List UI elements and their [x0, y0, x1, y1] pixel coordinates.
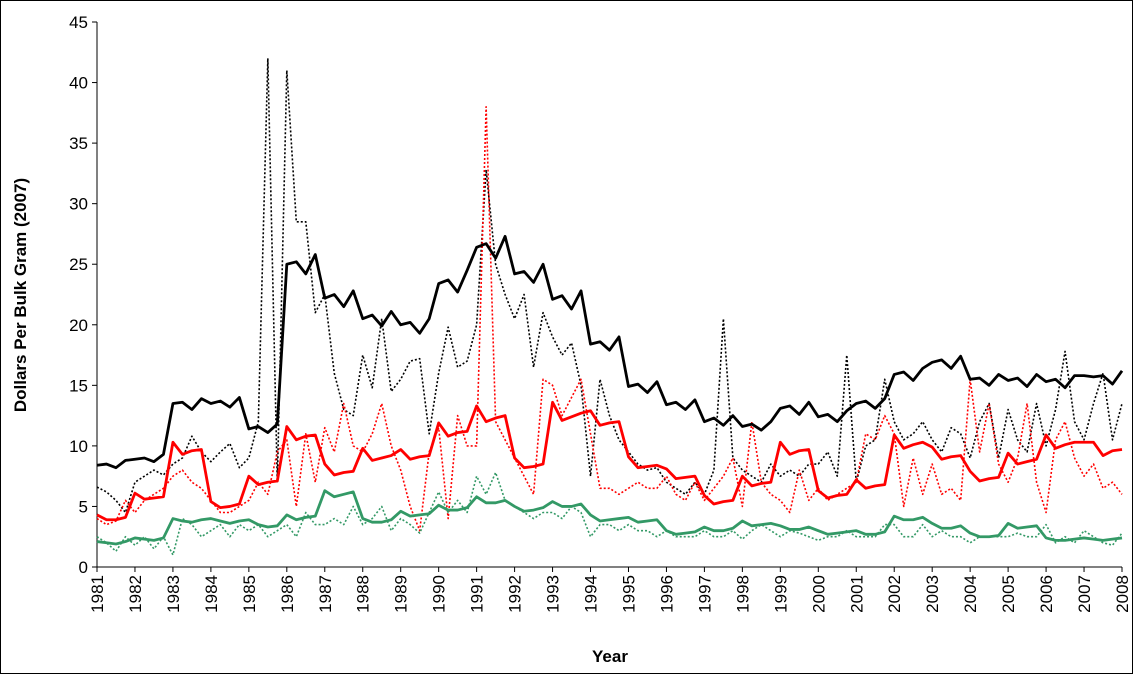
x-tick-label: 2005	[999, 575, 1018, 613]
x-tick-label: 1997	[695, 575, 714, 613]
y-tick-label: 20	[69, 316, 88, 335]
y-tick-label: 40	[69, 74, 88, 93]
y-tick-label: 25	[69, 255, 88, 274]
y-tick-label: 35	[69, 134, 88, 153]
x-tick-label: 1990	[430, 575, 449, 613]
x-tick-label: 1993	[544, 575, 563, 613]
x-tick-label: 1983	[164, 575, 183, 613]
y-tick-label: 0	[79, 558, 88, 577]
series-line	[96, 471, 1123, 556]
x-tick-label: 1984	[202, 575, 221, 613]
x-tick-label: 1998	[733, 575, 752, 613]
x-tick-label: 2007	[1075, 575, 1094, 613]
x-tick-label: 1996	[657, 575, 676, 613]
y-tick-label: 15	[69, 376, 88, 395]
x-tick-label: 1986	[278, 575, 297, 613]
x-tick-label: 1999	[771, 575, 790, 613]
series-line	[96, 489, 1123, 546]
series-line	[96, 57, 1123, 514]
x-tick-label: 2008	[1113, 575, 1132, 613]
x-tick-label: 1995	[619, 575, 638, 613]
y-tick-label: 10	[69, 437, 88, 456]
x-tick-label: 1994	[582, 575, 601, 613]
y-tick-label: 5	[79, 497, 88, 516]
y-tick-label: 30	[69, 195, 88, 214]
x-tick-label: 1989	[392, 575, 411, 613]
series-line	[96, 105, 1123, 532]
series-line	[96, 400, 1123, 522]
x-tick-label: 2000	[809, 575, 828, 613]
x-tick-label: 2003	[923, 575, 942, 613]
x-tick-label: 2002	[885, 575, 904, 613]
x-tick-label: 1987	[316, 575, 335, 613]
x-tick-label: 1981	[88, 575, 107, 613]
x-tick-label: 1988	[354, 575, 373, 613]
x-tick-label: 2004	[961, 575, 980, 613]
x-tick-label: 2006	[1037, 575, 1056, 613]
x-tick-label: 1992	[506, 575, 525, 613]
series-line	[96, 234, 1124, 470]
x-tick-label: 1985	[240, 575, 259, 613]
x-tick-label: 1982	[126, 575, 145, 613]
y-tick-label: 45	[69, 13, 88, 32]
x-tick-label: 1991	[468, 575, 487, 613]
y-axis-title: Dollars Per Bulk Gram (2007)	[11, 178, 30, 412]
x-tick-label: 2001	[847, 575, 866, 613]
x-axis-title: Year	[592, 647, 628, 666]
